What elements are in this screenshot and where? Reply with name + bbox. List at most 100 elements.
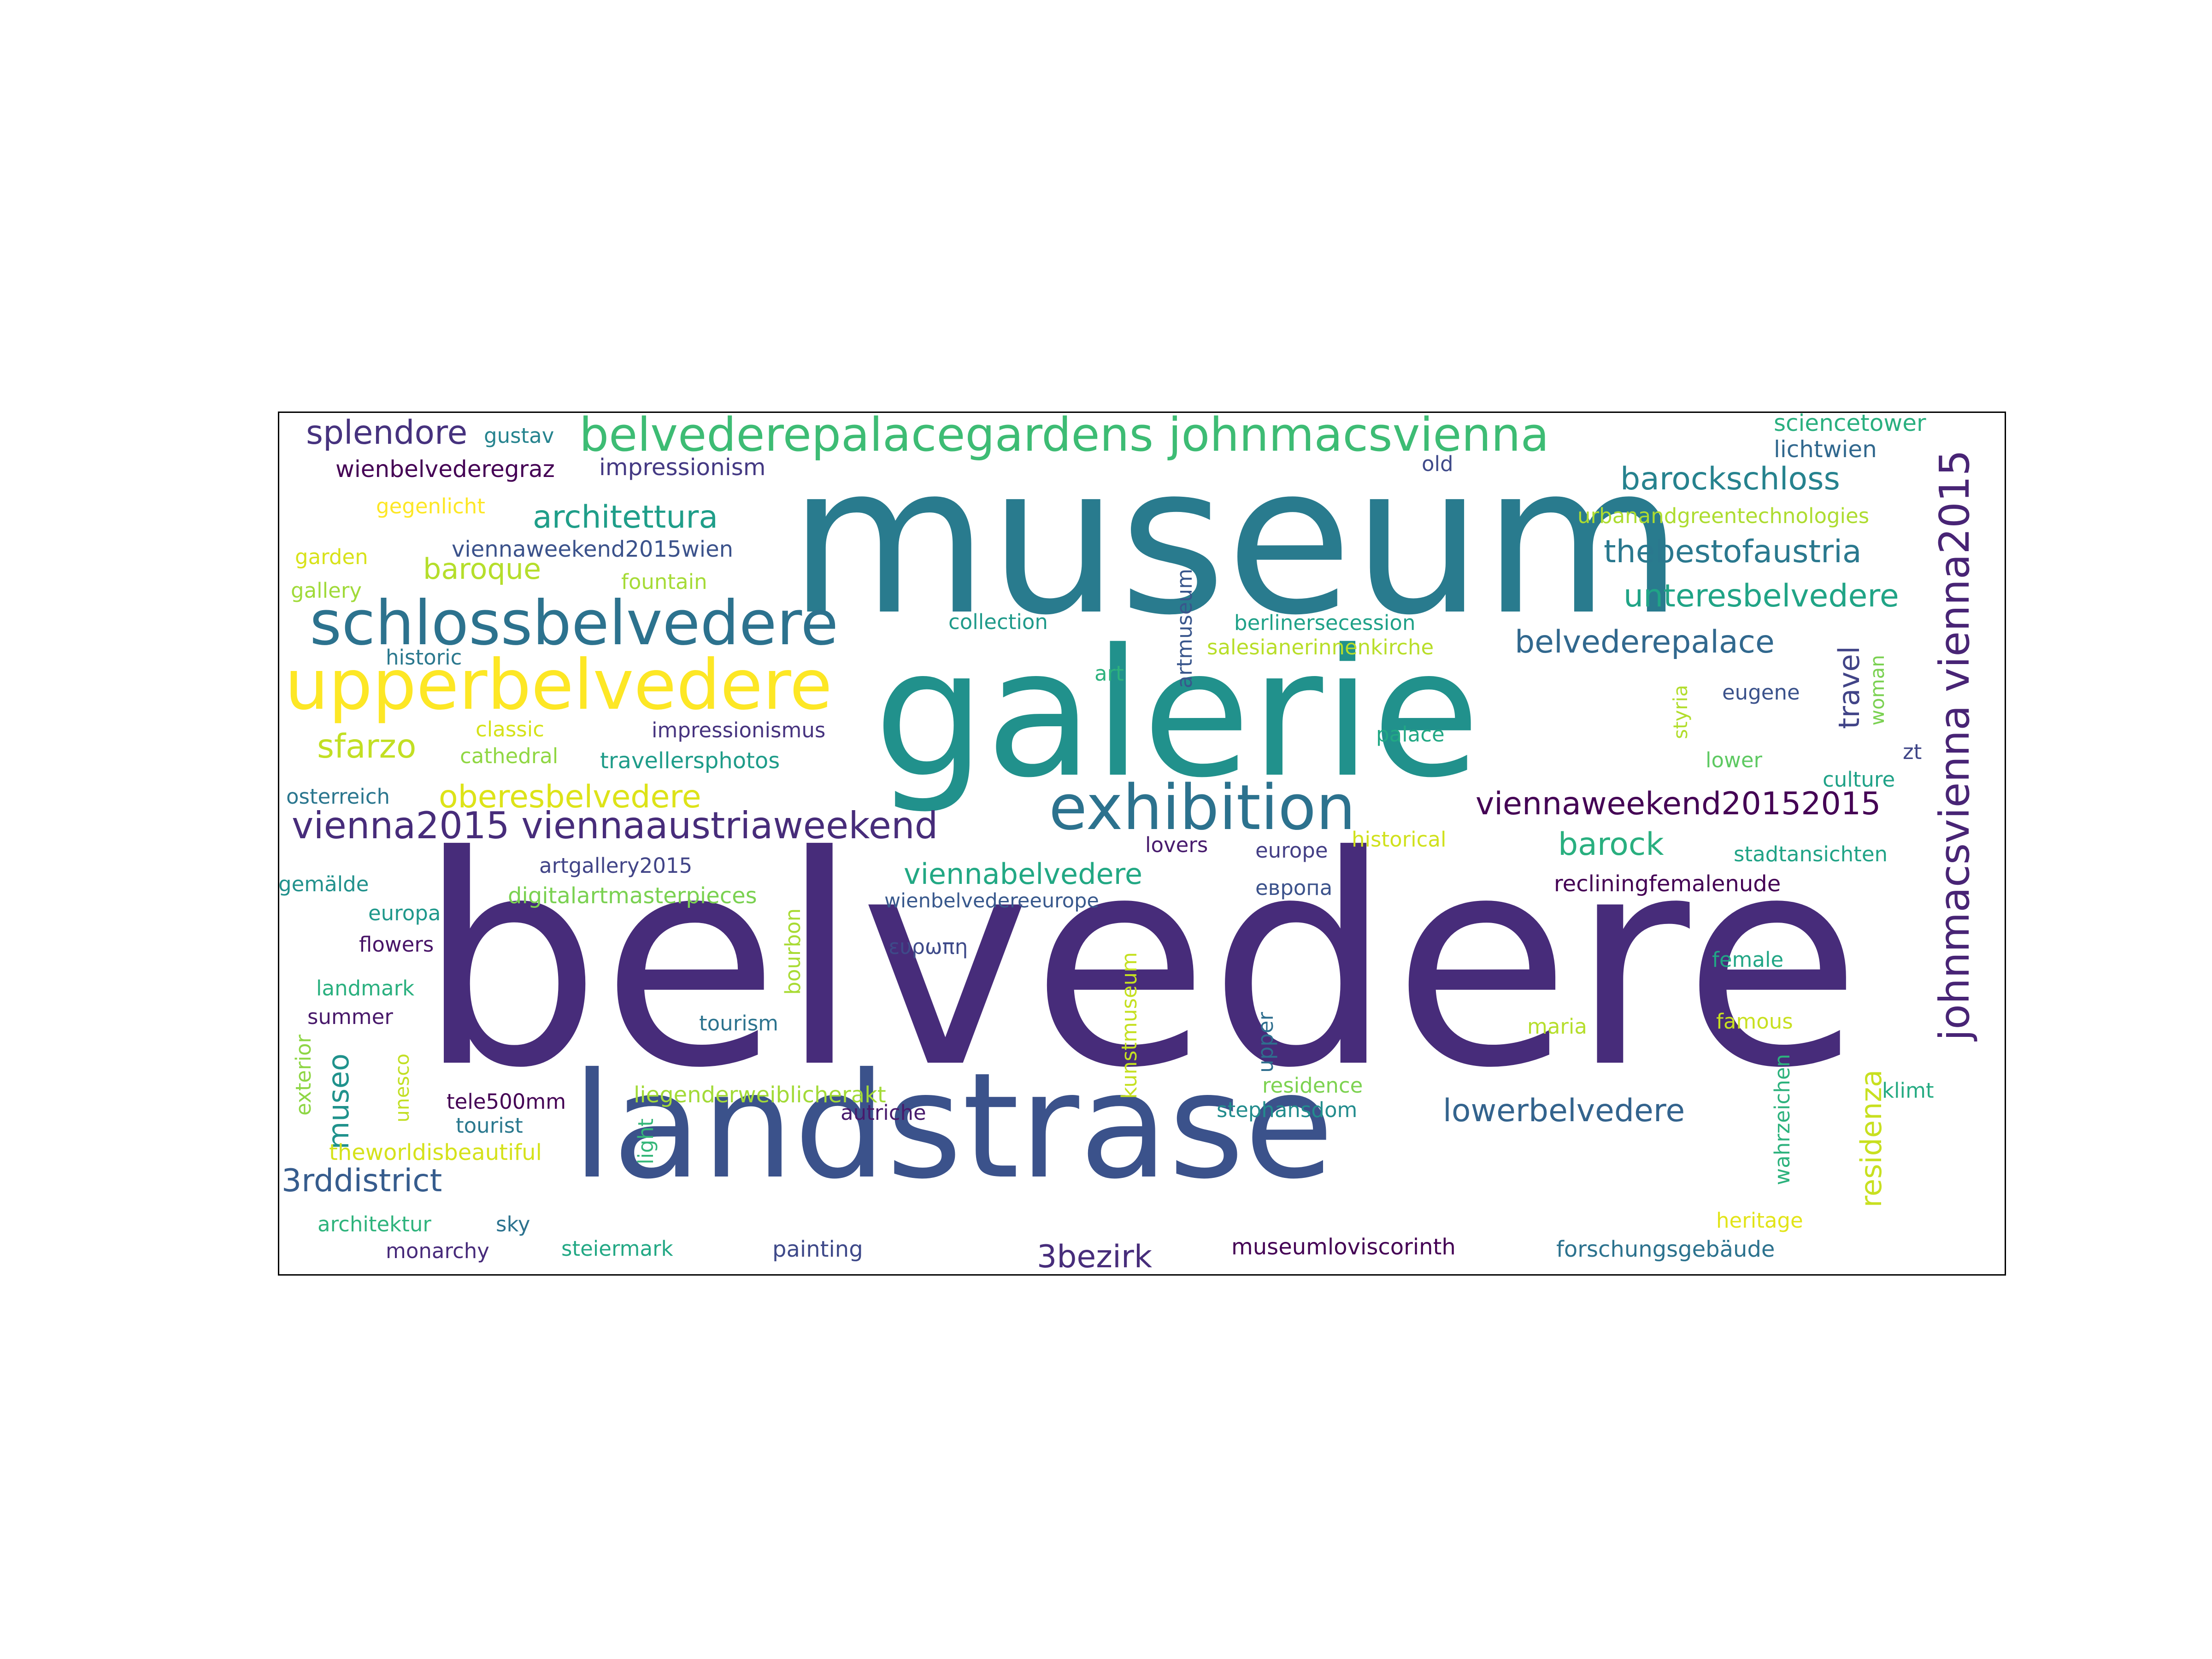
- word-cloud: belvedere museum galerie landstrase schlossb…: [278, 412, 2006, 1276]
- word-residence: residence: [1262, 1073, 1363, 1098]
- word-schlossbelvedere: schlossbelvedere: [310, 588, 839, 659]
- word-wienbelvedereeurope: wienbelvedereeurope: [884, 889, 1099, 912]
- word-eugene: eugene: [1722, 680, 1800, 705]
- word-sfarzo: sfarzo: [317, 727, 417, 765]
- word-kunstmuseum: kunstmuseum: [1117, 952, 1141, 1099]
- word-stadtansichten: stadtansichten: [1734, 842, 1888, 866]
- word-wienbelvederegraz: wienbelvederegraz: [335, 456, 555, 482]
- word-recliningfemalenude: recliningfemalenude: [1554, 871, 1781, 897]
- word-viennaweekend20152015: viennaweekend20152015: [1476, 786, 1881, 822]
- word-gustav: gustav: [484, 424, 554, 448]
- word-belvederepalace: belvederepalace: [1515, 624, 1775, 660]
- word-wahrzeichen: wahrzeichen: [1770, 1054, 1794, 1185]
- word-historical: historical: [1352, 827, 1447, 852]
- word-3bezirk: 3bezirk: [1037, 1239, 1153, 1275]
- word-tourism: tourism: [699, 1011, 778, 1035]
- word-evropa: европа: [1255, 876, 1333, 900]
- word-lowerbelvedere: lowerbelvedere: [1443, 1093, 1685, 1129]
- word-residenza: residenza: [1854, 1070, 1888, 1208]
- word-impressionismus: impressionismus: [652, 718, 826, 742]
- word-urbanandgreentechnologies: urbanandgreentechnologies: [1577, 504, 1870, 528]
- word-galerie: galerie: [874, 612, 1480, 817]
- word-architektur: architektur: [318, 1212, 431, 1236]
- word-sciencetower: sciencetower: [1774, 412, 1926, 436]
- word-unteresbelvedere: unteresbelvedere: [1624, 578, 1899, 614]
- word-steiermark: steiermark: [561, 1236, 673, 1261]
- word-evropi: ευρωπη: [888, 935, 968, 959]
- word-museumloviscorinth: museumloviscorinth: [1231, 1234, 1456, 1260]
- word-europa: europa: [368, 901, 441, 925]
- word-autriche: autriche: [841, 1100, 926, 1125]
- word-forschungsgebaude: forschungsgebäude: [1556, 1236, 1775, 1262]
- word-maria: maria: [1527, 1014, 1587, 1039]
- word-flowers: flowers: [359, 932, 434, 957]
- word-thebestofaustria: thebestofaustria: [1604, 534, 1862, 570]
- word-oberesbelvedere: oberesbelvedere: [439, 779, 701, 815]
- word-monarchy: monarchy: [386, 1239, 489, 1263]
- word-exterior: exterior: [291, 1035, 316, 1116]
- word-travellersphotos: travellersphotos: [600, 748, 780, 774]
- word-vienna2015-viennaaustriaweekend: vienna2015 viennaaustriaweekend: [292, 804, 938, 847]
- word-styria: styria: [1669, 685, 1692, 739]
- word-upperbelvedere: upperbelvedere: [285, 645, 832, 725]
- word-salesianerinnenkirche: salesianerinnenkirche: [1207, 635, 1434, 659]
- word-artmuseum: artmuseum: [1172, 569, 1197, 688]
- word-impressionism: impressionism: [599, 454, 766, 481]
- word-travel: travel: [1832, 646, 1866, 729]
- word-barock: barock: [1558, 826, 1664, 863]
- word-museo: museo: [322, 1053, 355, 1150]
- word-famous: famous: [1716, 1009, 1793, 1034]
- word-zt: zt: [1903, 740, 1922, 764]
- word-lower: lower: [1706, 748, 1763, 772]
- word-tele500mm: tele500mm: [447, 1089, 566, 1114]
- word-lichtwien: lichtwien: [1774, 436, 1877, 463]
- word-upper: upper: [1253, 1012, 1278, 1073]
- word-summer: summer: [307, 1005, 393, 1029]
- word-tourist: tourist: [456, 1113, 523, 1138]
- word-barockschloss: barockschloss: [1620, 461, 1840, 497]
- word-collection: collection: [948, 610, 1048, 634]
- word-osterreich: osterreich: [286, 784, 390, 809]
- word-stephansdom: stephansdom: [1217, 1098, 1358, 1122]
- word-gemalde: gemälde: [278, 872, 369, 896]
- word-europe: europe: [1255, 838, 1328, 863]
- word-belvedere: belvedere: [418, 794, 1862, 1131]
- word-old: old: [1422, 452, 1453, 476]
- word-liegenderweiblicherakt: liegenderweiblicherakt: [634, 1082, 886, 1108]
- word-classic: classic: [476, 717, 544, 741]
- word-female: female: [1712, 947, 1784, 972]
- word-cathedral: cathedral: [460, 744, 559, 768]
- word-garden: garden: [295, 545, 368, 569]
- word-viennabelvedere: viennabelvedere: [904, 857, 1142, 891]
- word-palace: palace: [1376, 722, 1445, 747]
- word-historic: historic: [386, 645, 462, 670]
- word-splendore: splendore: [306, 413, 468, 452]
- word-architettura: architettura: [533, 499, 718, 535]
- word-landmark: landmark: [316, 976, 415, 1000]
- word-klimt: klimt: [1882, 1078, 1934, 1103]
- word-culture: culture: [1823, 767, 1895, 792]
- word-light: light: [634, 1118, 658, 1165]
- word-fountain: fountain: [621, 570, 707, 594]
- word-exhibition: exhibition: [1049, 771, 1356, 844]
- word-artgallery2015: artgallery2015: [539, 853, 693, 878]
- word-heritage: heritage: [1716, 1208, 1803, 1233]
- word-viennaweekend2015wien: viennaweekend2015wien: [452, 536, 734, 562]
- word-digitalartmasterpieces: digitalartmasterpieces: [508, 883, 757, 909]
- word-lovers: lovers: [1145, 833, 1208, 857]
- word-3rddistrict: 3rddistrict: [282, 1163, 442, 1199]
- word-johnmacsvienna-vienna2015: johnmacsvienna vienna2015: [1930, 450, 1978, 1041]
- word-baroque: baroque: [423, 552, 541, 586]
- word-berlinersecession: berlinersecession: [1234, 611, 1416, 635]
- word-gegenlicht: gegenlicht: [376, 494, 485, 518]
- word-museum: museum: [788, 421, 1683, 660]
- word-sky: sky: [496, 1212, 530, 1236]
- word-art: art: [1094, 661, 1124, 686]
- word-landstrase: landstrase: [572, 1041, 1334, 1211]
- word-gallery: gallery: [291, 578, 362, 603]
- word-belvederepalacegardens-johnmacsvienna: belvederepalacegardens johnmacsvienna: [579, 412, 1549, 462]
- word-unesco: unesco: [391, 1053, 413, 1123]
- word-painting: painting: [772, 1236, 863, 1262]
- word-woman: woman: [1866, 655, 1888, 726]
